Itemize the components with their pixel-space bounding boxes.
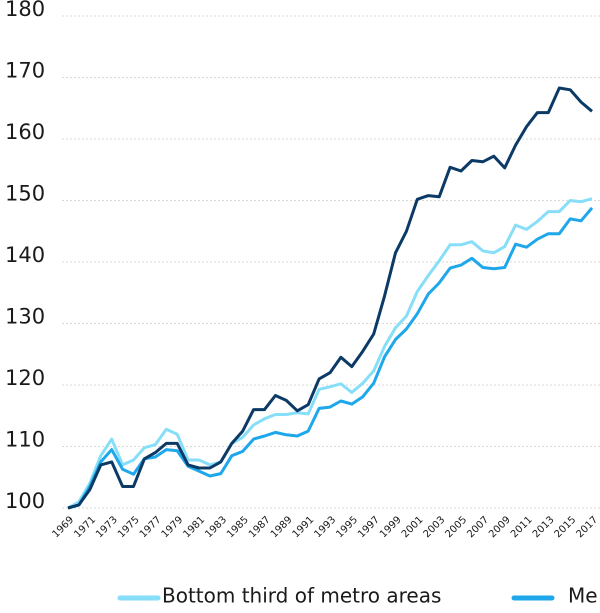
x-tick-label: 2013 bbox=[531, 514, 557, 540]
x-tick-label: 1991 bbox=[291, 514, 317, 540]
x-tick-label: 2003 bbox=[422, 514, 448, 540]
legend-label: Bottom third of metro areas bbox=[162, 584, 441, 608]
x-tick-label: 1999 bbox=[378, 514, 404, 540]
series-line bbox=[67, 86, 593, 510]
x-tick-label: 1981 bbox=[181, 514, 207, 540]
x-tick-label: 1975 bbox=[116, 514, 142, 540]
x-tick-label: 2011 bbox=[509, 514, 535, 540]
y-tick-label: 170 bbox=[5, 59, 45, 83]
x-tick-label: 1971 bbox=[72, 514, 98, 540]
x-tick-label: 2009 bbox=[487, 514, 513, 540]
x-tick-label: 1983 bbox=[203, 514, 229, 540]
y-tick-label: 110 bbox=[5, 428, 45, 452]
x-tick-label: 1995 bbox=[334, 514, 360, 540]
x-tick-label: 1969 bbox=[50, 514, 76, 540]
x-tick-label: 1993 bbox=[312, 514, 338, 540]
legend-label: Me bbox=[568, 584, 598, 608]
series-line bbox=[67, 197, 593, 510]
y-tick-label: 140 bbox=[5, 243, 45, 267]
x-tick-label: 1985 bbox=[225, 514, 251, 540]
x-tick-label: 2001 bbox=[400, 514, 426, 540]
x-tick-label: 1997 bbox=[356, 514, 382, 540]
y-tick-label: 180 bbox=[5, 0, 45, 21]
y-tick-label: 100 bbox=[5, 489, 45, 513]
x-tick-label: 2005 bbox=[443, 514, 469, 540]
y-tick-label: 120 bbox=[5, 366, 45, 390]
x-tick-label: 1979 bbox=[160, 514, 186, 540]
series-line bbox=[67, 206, 594, 510]
x-tick-label: 1989 bbox=[269, 514, 295, 540]
x-tick-label: 2007 bbox=[465, 514, 491, 540]
x-tick-label: 2015 bbox=[553, 514, 579, 540]
x-tick-label: 1987 bbox=[247, 514, 273, 540]
x-tick-label: 1973 bbox=[94, 514, 120, 540]
x-tick-label: 2017 bbox=[574, 514, 600, 540]
y-tick-label: 130 bbox=[5, 305, 45, 329]
y-tick-label: 150 bbox=[5, 182, 45, 206]
x-tick-label: 1977 bbox=[138, 514, 164, 540]
y-tick-label: 160 bbox=[5, 120, 45, 144]
